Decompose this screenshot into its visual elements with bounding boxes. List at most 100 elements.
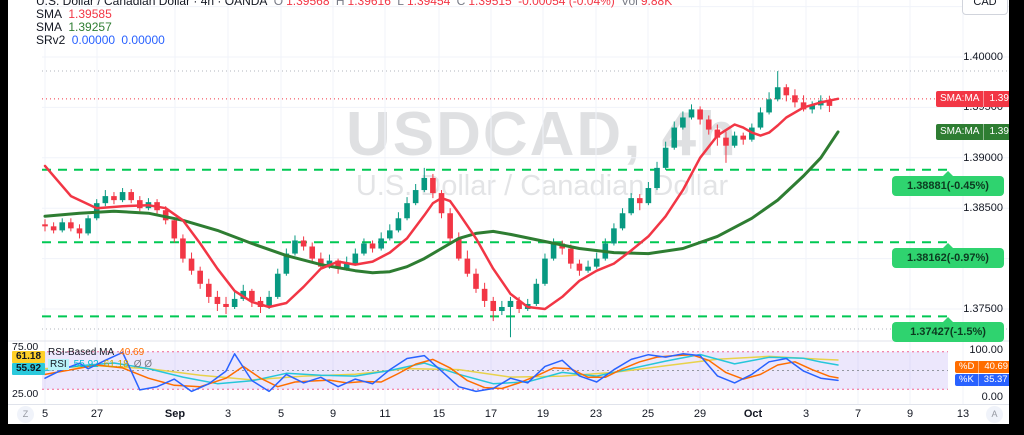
sma-slow-value: 1.39257 bbox=[68, 20, 112, 34]
candle-body bbox=[809, 105, 815, 110]
candle-body bbox=[550, 243, 557, 259]
candle-body bbox=[404, 203, 410, 219]
timezone-button[interactable]: Z bbox=[17, 406, 34, 423]
stoch-k-badge-label: %K bbox=[955, 374, 979, 386]
candle-body bbox=[361, 243, 367, 254]
time-axis-label: 15 bbox=[432, 408, 446, 420]
currency-axis-button[interactable]: CAD bbox=[962, 0, 1008, 15]
indicator-axis-label: 0.00 bbox=[981, 391, 1003, 403]
sma-slow-price-badge: SMA:MA 1.39257 bbox=[936, 123, 1009, 140]
candle-body bbox=[421, 177, 428, 191]
stoch-d-badge: %D 40.69 bbox=[955, 361, 1009, 373]
candle-body bbox=[619, 213, 626, 229]
stoch-d-line bbox=[44, 353, 839, 390]
candle-body bbox=[76, 228, 83, 234]
candle-body bbox=[249, 290, 255, 301]
candle-body bbox=[171, 220, 178, 239]
rsi-left-scale-chip: 55.92 bbox=[12, 363, 46, 375]
main-legend: U.S. Dollar / Canadian Dollar · 4h · OAN… bbox=[36, 0, 675, 47]
rsi-ma-legend-value: 40.69 bbox=[119, 347, 145, 358]
candle-body bbox=[576, 263, 583, 271]
chart-canvas[interactable] bbox=[8, 0, 1009, 404]
candle-body bbox=[680, 117, 686, 128]
indicator-row-srv2[interactable]: SRv2 0.00000 0.00000 bbox=[36, 34, 675, 46]
candle-body bbox=[481, 288, 488, 301]
candle-body bbox=[800, 102, 807, 110]
candle-body bbox=[688, 109, 695, 118]
time-axis-label: 5 bbox=[277, 408, 285, 420]
close-label: C bbox=[456, 0, 466, 8]
time-axis-label: Sep bbox=[164, 408, 186, 420]
time-axis-label: 17 bbox=[484, 408, 498, 420]
srv2-value-2: 0.00000 bbox=[121, 33, 165, 47]
open-label: O bbox=[273, 0, 284, 8]
rsi-legend-row[interactable]: RSI 55.92 61.18 Ø Ø bbox=[48, 359, 152, 370]
time-axis-label: 5 bbox=[41, 408, 49, 420]
candle-body bbox=[611, 228, 617, 244]
candle-body bbox=[636, 198, 643, 204]
candle-body bbox=[568, 248, 574, 264]
level-price-bubble[interactable]: 1.38162(-0.97%) bbox=[892, 243, 1004, 269]
rsi-legend-label: RSI bbox=[48, 359, 69, 370]
indicator-row-sma-slow[interactable]: SMA 1.39257 bbox=[36, 21, 675, 33]
candle-body bbox=[352, 253, 359, 264]
candle-body bbox=[300, 240, 307, 247]
candle-body bbox=[231, 298, 238, 307]
candle-body bbox=[188, 258, 195, 271]
candle-body bbox=[266, 296, 272, 307]
candle-body bbox=[542, 258, 548, 284]
stoch-d-badge-value: 40.69 bbox=[984, 361, 1009, 372]
candle-body bbox=[593, 258, 600, 267]
stoch-k-badge: %K 35.37 bbox=[955, 374, 1009, 386]
sma-fast-label: SMA bbox=[36, 7, 63, 21]
candle-body bbox=[697, 109, 703, 120]
symbol-title: U.S. Dollar / Canadian Dollar · 4h · OAN… bbox=[36, 0, 268, 8]
candle-body bbox=[378, 238, 384, 249]
candle-body bbox=[731, 135, 738, 146]
candle-body bbox=[740, 135, 747, 140]
change-value: -0.00054 (-0.04%) bbox=[518, 0, 615, 8]
sma-fast-price-badge: SMA:MA 1.39585 bbox=[936, 90, 1009, 107]
symbol-row[interactable]: U.S. Dollar / Canadian Dollar · 4h · OAN… bbox=[36, 0, 675, 7]
candle-body bbox=[654, 167, 660, 189]
candle-body bbox=[343, 263, 350, 269]
candle-body bbox=[705, 119, 712, 130]
candle-body bbox=[628, 198, 634, 214]
level-price-bubble[interactable]: 1.37427(-1.5%) bbox=[892, 317, 1004, 343]
time-axis[interactable]: 5 27 Sep 3 5 9 11 15 17 19 23 25 29 Oct 3 7 9 13 bbox=[8, 404, 1009, 424]
sma-fast-badge-value: 1.39585 bbox=[989, 92, 1009, 104]
candle-body bbox=[499, 306, 505, 312]
candle-body bbox=[645, 188, 652, 204]
candle-body bbox=[42, 224, 48, 227]
candlestick-plot[interactable] bbox=[8, 0, 1009, 404]
candle-body bbox=[50, 226, 57, 231]
indicator-row-sma-fast[interactable]: SMA 1.39585 bbox=[36, 8, 675, 20]
srv2-value-1: 0.00000 bbox=[71, 33, 116, 47]
candle-body bbox=[671, 127, 678, 148]
time-axis-label: 9 bbox=[329, 408, 337, 420]
sma-fast-value: 1.39585 bbox=[68, 7, 112, 21]
price-axis-label: 1.37500 bbox=[963, 303, 1003, 315]
level-price-bubble[interactable]: 1.38881(-0.45%) bbox=[892, 170, 1004, 196]
low-label: L bbox=[397, 0, 404, 8]
candle-body bbox=[223, 303, 229, 307]
candle-body bbox=[447, 213, 453, 239]
rsi-legend-value: 55.92 bbox=[73, 359, 99, 370]
candle-body bbox=[68, 222, 74, 229]
sma-slow-line bbox=[43, 130, 840, 275]
low-value: 1.39454 bbox=[406, 0, 451, 8]
time-axis-label: 29 bbox=[693, 408, 707, 420]
candle-body bbox=[464, 258, 471, 274]
auto-scale-button[interactable]: A bbox=[986, 406, 1003, 423]
high-label: H bbox=[335, 0, 345, 8]
indicator-left-axis-label: 75.00 bbox=[12, 341, 39, 353]
candle-body bbox=[757, 112, 764, 128]
candle-body bbox=[274, 273, 281, 297]
candle-body bbox=[473, 273, 479, 289]
candle-body bbox=[119, 192, 126, 201]
rsi-ma-legend-row[interactable]: RSI-Based MA 40.69 bbox=[48, 347, 144, 358]
chart-root: USDCAD, 4h U.S. Dollar / Canadian Dollar… bbox=[8, 0, 1009, 424]
candle-body bbox=[197, 270, 203, 284]
time-axis-label: 3 bbox=[224, 408, 232, 420]
rsi-ma-legend-value-2: 61.18 bbox=[103, 359, 129, 370]
